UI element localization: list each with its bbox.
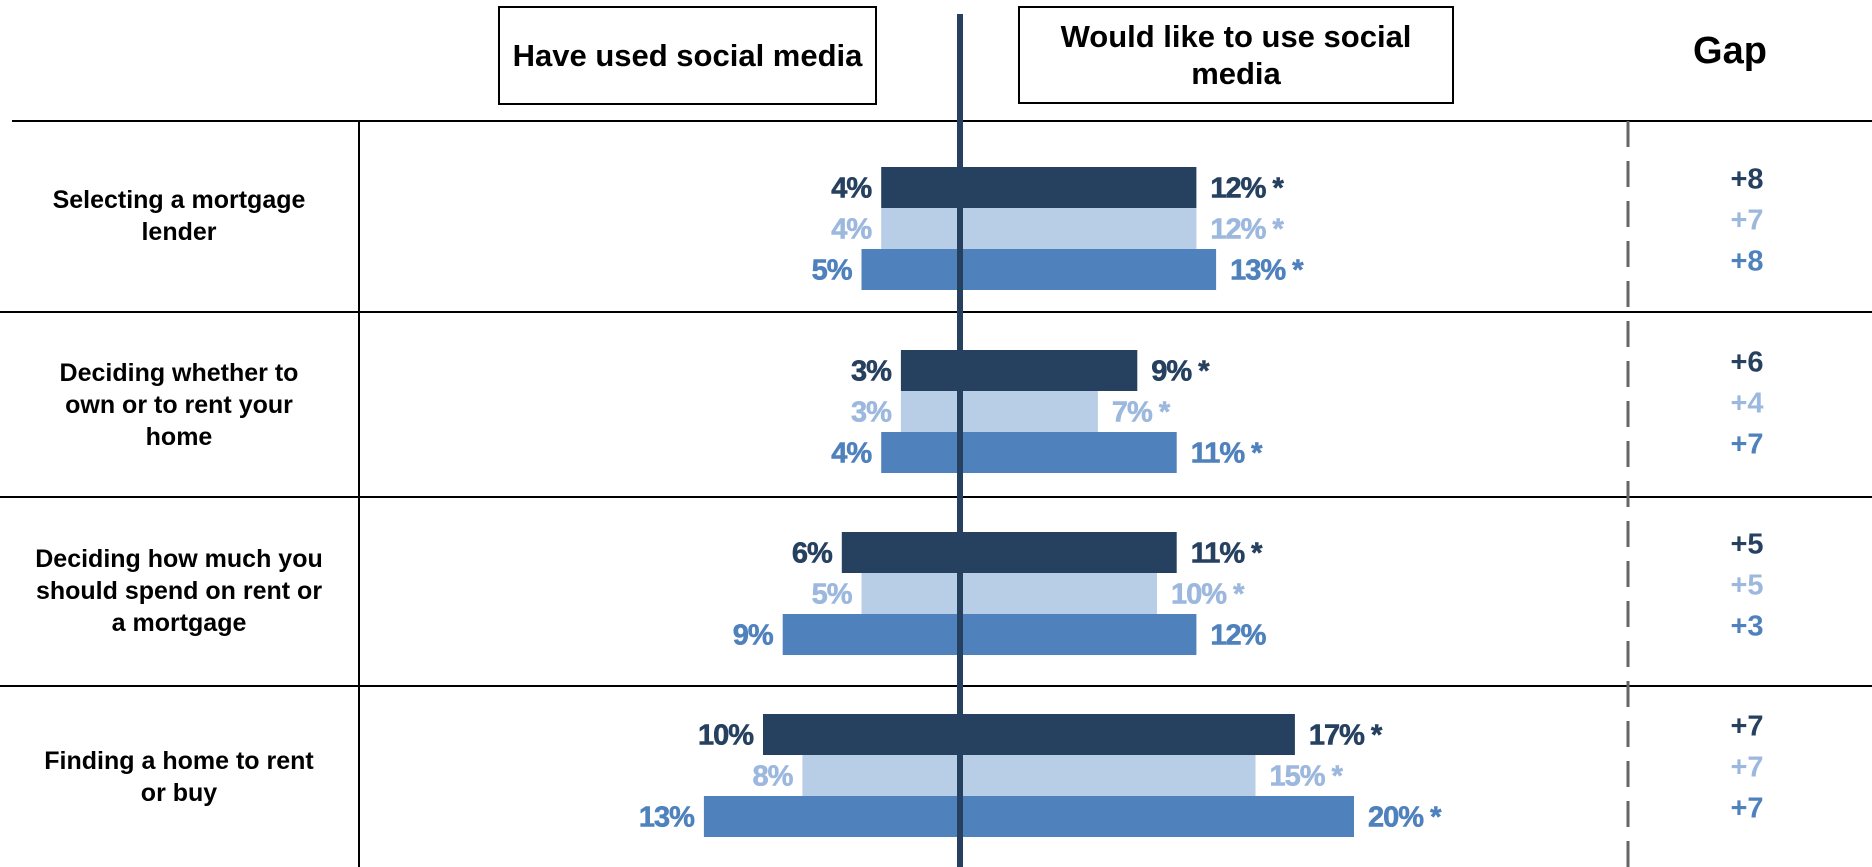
label-have-used-c1-s1: 3%	[851, 397, 892, 429]
label-would-like-c1-s2: 11% *	[1191, 438, 1263, 470]
label-have-used-c0-s2: 5%	[812, 255, 853, 287]
bar-have-used-c0-s1	[881, 208, 960, 249]
label-have-used-c0-s1: 4%	[831, 214, 872, 246]
gap-value-c1-s2: +7	[1730, 429, 1763, 461]
gap-value-c1-s0: +6	[1730, 347, 1763, 379]
bar-would-like-c1-s0	[960, 350, 1138, 391]
bar-would-like-c0-s1	[960, 208, 1197, 249]
label-would-like-c2-s1: 10% *	[1171, 579, 1245, 611]
gap-value-c3-s0: +7	[1730, 711, 1763, 743]
label-have-used-c3-s2: 13%	[639, 802, 695, 834]
gap-header: Gap	[1693, 30, 1767, 72]
label-would-like-c2-s2: 12%	[1210, 620, 1266, 652]
label-have-used-c3-s1: 8%	[752, 761, 793, 793]
label-would-like-c3-s2: 20% *	[1368, 802, 1442, 834]
label-would-like-c1-s0: 9% *	[1151, 356, 1210, 388]
gap-value-c2-s2: +3	[1730, 611, 1763, 643]
bar-have-used-c3-s0	[763, 714, 960, 755]
label-have-used-c3-s0: 10%	[698, 720, 754, 752]
label-would-like-c0-s1: 12% *	[1210, 214, 1284, 246]
gap-value-c2-s1: +5	[1730, 570, 1763, 602]
bar-would-like-c3-s0	[960, 714, 1295, 755]
bar-have-used-c2-s0	[841, 532, 960, 573]
bar-would-like-c3-s1	[960, 755, 1256, 796]
left-header-label: Have used social media	[512, 38, 863, 73]
gap-value-c1-s1: +4	[1730, 388, 1763, 420]
label-would-like-c0-s0: 12% *	[1210, 173, 1284, 205]
category-label-spend: Deciding how much you should spend on re…	[35, 545, 323, 637]
gap-value-c0-s2: +8	[1730, 246, 1763, 278]
label-would-like-c3-s0: 17% *	[1309, 720, 1383, 752]
bar-have-used-c3-s1	[802, 755, 960, 796]
bar-have-used-c2-s2	[782, 614, 960, 655]
label-have-used-c0-s0: 4%	[831, 173, 872, 205]
bar-would-like-c2-s1	[960, 573, 1157, 614]
bar-have-used-c0-s2	[861, 249, 960, 290]
bar-would-like-c0-s2	[960, 249, 1217, 290]
label-would-like-c2-s0: 11% *	[1191, 538, 1263, 570]
gap-value-c3-s2: +7	[1730, 793, 1763, 825]
right-header: Would like to use social media	[1018, 6, 1454, 104]
bar-have-used-c1-s0	[900, 350, 960, 391]
bar-would-like-c1-s2	[960, 432, 1177, 473]
bar-would-like-c3-s2	[960, 796, 1354, 837]
gap-value-c3-s1: +7	[1730, 752, 1763, 784]
label-would-like-c3-s1: 15% *	[1270, 761, 1344, 793]
category-label-find-home: Finding a home to rent or buy	[44, 746, 314, 807]
bar-have-used-c1-s1	[900, 391, 960, 432]
category-label-own-or-rent: Deciding whether to own or to rent your …	[59, 358, 299, 451]
bar-have-used-c0-s0	[881, 167, 960, 208]
label-have-used-c1-s2: 4%	[831, 438, 872, 470]
gap-value-c0-s1: +7	[1730, 205, 1763, 237]
gap-value-c0-s0: +8	[1730, 164, 1763, 196]
bar-would-like-c2-s0	[960, 532, 1177, 573]
bar-would-like-c0-s0	[960, 167, 1197, 208]
bar-have-used-c2-s1	[861, 573, 960, 614]
label-would-like-c1-s1: 7% *	[1112, 397, 1171, 429]
label-have-used-c2-s1: 5%	[812, 579, 853, 611]
bar-would-like-c2-s2	[960, 614, 1197, 655]
label-have-used-c2-s2: 9%	[733, 620, 774, 652]
bar-have-used-c3-s2	[703, 796, 960, 837]
category-label-mortgage-lender: Selecting a mortgage lender	[52, 186, 306, 246]
gap-value-c2-s0: +5	[1730, 529, 1763, 561]
right-header-label: Would like to use social media	[1060, 19, 1412, 91]
label-have-used-c2-s0: 6%	[792, 538, 833, 570]
bar-would-like-c1-s1	[960, 391, 1098, 432]
bar-have-used-c1-s2	[881, 432, 960, 473]
label-would-like-c0-s2: 13% *	[1230, 255, 1304, 287]
left-header: Have used social media	[498, 6, 877, 105]
label-have-used-c1-s0: 3%	[851, 356, 892, 388]
